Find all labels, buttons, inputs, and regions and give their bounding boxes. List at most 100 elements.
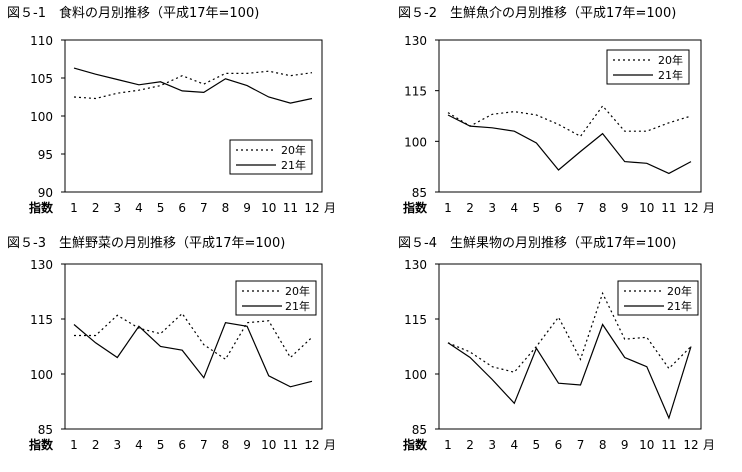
y-tick-label: 90 xyxy=(38,186,53,200)
x-tick-label: 7 xyxy=(577,201,585,215)
x-tick-label: 7 xyxy=(200,438,208,452)
x-axis-unit-label: 月 xyxy=(703,438,715,452)
y-tick-label: 130 xyxy=(404,258,427,272)
x-tick-label: 7 xyxy=(200,201,208,215)
legend-label-2: 21年 xyxy=(667,299,692,313)
legend-label-2: 21年 xyxy=(285,299,310,313)
x-tick-label: 5 xyxy=(157,201,165,215)
y-tick-label: 130 xyxy=(404,34,427,48)
y-tick-label: 100 xyxy=(404,135,427,149)
x-tick-label: 11 xyxy=(283,201,298,215)
legend-label-1: 20年 xyxy=(667,284,692,298)
x-tick-label: 12 xyxy=(683,201,698,215)
y-tick-label: 100 xyxy=(30,368,53,382)
x-tick-label: 9 xyxy=(243,438,251,452)
y-axis-unit-label: 指数 xyxy=(403,437,428,452)
x-tick-label: 2 xyxy=(466,438,474,452)
x-tick-label: 7 xyxy=(577,438,585,452)
y-axis-unit-label: 指数 xyxy=(29,200,54,215)
legend-label-1: 20年 xyxy=(658,53,683,67)
y-tick-label: 100 xyxy=(404,368,427,382)
y-tick-label: 85 xyxy=(412,186,427,200)
plot-area-frame xyxy=(64,263,323,430)
x-tick-label: 12 xyxy=(683,438,698,452)
x-tick-label: 10 xyxy=(261,201,276,215)
x-tick-label: 4 xyxy=(510,201,518,215)
x-tick-label: 4 xyxy=(135,201,143,215)
x-tick-label: 6 xyxy=(555,438,563,452)
series-line-2 xyxy=(73,67,313,104)
series-line-2 xyxy=(73,322,313,388)
legend-label-2: 21年 xyxy=(281,158,306,172)
x-tick-label: 8 xyxy=(599,201,607,215)
legend-box xyxy=(235,280,317,316)
x-tick-label: 12 xyxy=(304,438,319,452)
x-tick-label: 12 xyxy=(304,201,319,215)
x-tick-label: 3 xyxy=(488,201,496,215)
x-tick-label: 5 xyxy=(533,201,541,215)
x-tick-label: 2 xyxy=(92,201,100,215)
x-axis-unit-label: 月 xyxy=(324,438,336,452)
y-axis-unit-label: 指数 xyxy=(403,200,428,215)
legend-label-2: 21年 xyxy=(658,68,683,82)
series-line-1 xyxy=(73,70,313,100)
series-line-1 xyxy=(447,104,692,138)
x-tick-label: 4 xyxy=(510,438,518,452)
x-tick-label: 5 xyxy=(533,438,541,452)
legend-box xyxy=(606,49,690,85)
series-line-2 xyxy=(447,323,692,420)
x-tick-label: 11 xyxy=(283,438,298,452)
legend-box xyxy=(229,139,313,175)
x-tick-label: 8 xyxy=(222,201,230,215)
x-tick-label: 2 xyxy=(92,438,100,452)
chart-title: 図５-4 生鮮果物の月別推移（平成17年=100) xyxy=(398,236,676,251)
x-tick-label: 9 xyxy=(621,201,629,215)
x-tick-label: 10 xyxy=(261,438,276,452)
series-line-2 xyxy=(447,114,692,175)
x-tick-label: 10 xyxy=(639,438,654,452)
legend-label-1: 20年 xyxy=(285,284,310,298)
y-tick-label: 115 xyxy=(404,313,427,327)
x-tick-label: 9 xyxy=(621,438,629,452)
y-axis-unit-label: 指数 xyxy=(29,437,54,452)
plot-area-frame xyxy=(438,263,702,430)
chart-title: 図５-1 食料の月別推移（平成17年=100) xyxy=(7,5,259,21)
x-tick-label: 1 xyxy=(444,201,452,215)
x-tick-label: 1 xyxy=(70,438,78,452)
x-tick-label: 8 xyxy=(599,438,607,452)
y-tick-label: 95 xyxy=(38,148,53,162)
x-tick-label: 6 xyxy=(178,438,186,452)
y-tick-label: 85 xyxy=(412,423,427,437)
legend-label-1: 20年 xyxy=(281,143,306,157)
legend-box xyxy=(617,280,699,316)
x-tick-label: 10 xyxy=(639,201,654,215)
x-tick-label: 11 xyxy=(661,438,676,452)
y-tick-label: 130 xyxy=(30,258,53,272)
plot-area-frame xyxy=(438,39,702,193)
x-axis-unit-label: 月 xyxy=(703,201,715,215)
x-tick-label: 3 xyxy=(488,438,496,452)
chart-title: 図５-3 生鮮野菜の月別推移（平成17年=100) xyxy=(7,236,285,251)
y-tick-label: 115 xyxy=(30,313,53,327)
x-tick-label: 9 xyxy=(243,201,251,215)
y-tick-label: 85 xyxy=(38,423,53,437)
x-tick-label: 1 xyxy=(70,201,78,215)
x-tick-label: 1 xyxy=(444,438,452,452)
chart-title: 図５-2 生鮮魚介の月別推移（平成17年=100) xyxy=(398,6,676,21)
y-tick-label: 100 xyxy=(30,110,53,124)
x-tick-label: 5 xyxy=(157,438,165,452)
x-tick-label: 11 xyxy=(661,201,676,215)
x-tick-label: 2 xyxy=(466,201,474,215)
y-tick-label: 105 xyxy=(30,72,53,86)
series-line-1 xyxy=(447,291,692,373)
x-tick-label: 3 xyxy=(113,438,121,452)
